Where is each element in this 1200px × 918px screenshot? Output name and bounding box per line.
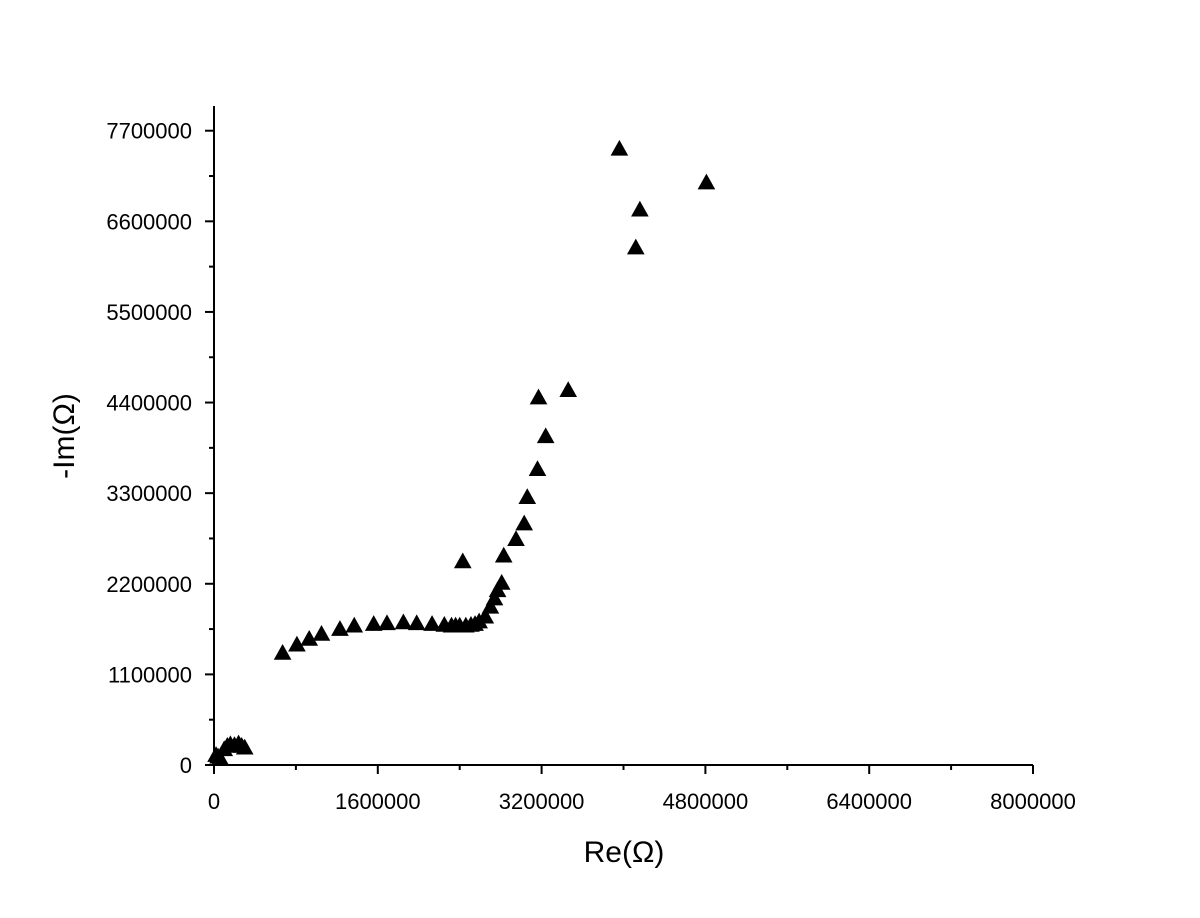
y-tick-label: 1100000 xyxy=(108,662,192,687)
data-point xyxy=(211,749,229,766)
data-point xyxy=(610,139,629,156)
data-point xyxy=(697,173,716,190)
data-point xyxy=(631,200,649,217)
x-tick-label: 4800000 xyxy=(663,789,749,814)
data-point xyxy=(536,427,555,444)
data-point xyxy=(481,597,500,614)
data-points xyxy=(207,139,716,766)
data-point xyxy=(364,615,383,631)
data-point xyxy=(528,460,547,477)
x-tick-label: 0 xyxy=(208,789,220,814)
data-point xyxy=(518,488,537,505)
x-axis-ticks: 0 1600000 3200000 4800000 6400000 8000000 xyxy=(208,765,1076,814)
data-point xyxy=(529,388,548,405)
data-point xyxy=(507,530,525,547)
data-point xyxy=(559,381,578,397)
y-tick-label: 6600000 xyxy=(106,209,192,234)
data-point xyxy=(626,238,645,255)
y-tick-label: 4400000 xyxy=(106,391,192,416)
y-axis-ticks: 0 1100000 2200000 3300000 4400000 5500000 6600… xyxy=(106,119,214,778)
y-tick-label: 5500000 xyxy=(106,300,192,325)
y-tick-label: 2200000 xyxy=(106,572,192,597)
data-point xyxy=(407,614,426,631)
data-point xyxy=(494,546,513,563)
axes xyxy=(213,106,1033,766)
y-axis-title: -Im(Ω) xyxy=(48,393,81,479)
x-tick-label: 6400000 xyxy=(826,789,912,814)
y-tick-label: 0 xyxy=(180,753,192,778)
x-axis-title: Re(Ω) xyxy=(584,836,665,869)
data-point xyxy=(423,615,441,631)
x-tick-label: 8000000 xyxy=(990,789,1076,814)
data-point xyxy=(331,620,349,636)
data-point xyxy=(235,738,254,755)
data-point xyxy=(453,552,472,569)
data-point xyxy=(288,635,306,652)
y-tick-label: 3300000 xyxy=(106,481,192,506)
data-point xyxy=(492,573,511,590)
data-point xyxy=(312,625,331,641)
data-point xyxy=(515,514,534,531)
x-tick-label: 3200000 xyxy=(499,789,585,814)
data-point xyxy=(300,629,319,646)
data-point xyxy=(273,643,292,660)
data-point xyxy=(476,607,495,624)
data-point xyxy=(345,616,364,633)
x-tick-label: 1600000 xyxy=(335,789,421,814)
data-point xyxy=(394,613,413,630)
data-point xyxy=(378,614,396,631)
data-point xyxy=(485,589,504,606)
y-tick-label: 7700000 xyxy=(106,119,192,144)
